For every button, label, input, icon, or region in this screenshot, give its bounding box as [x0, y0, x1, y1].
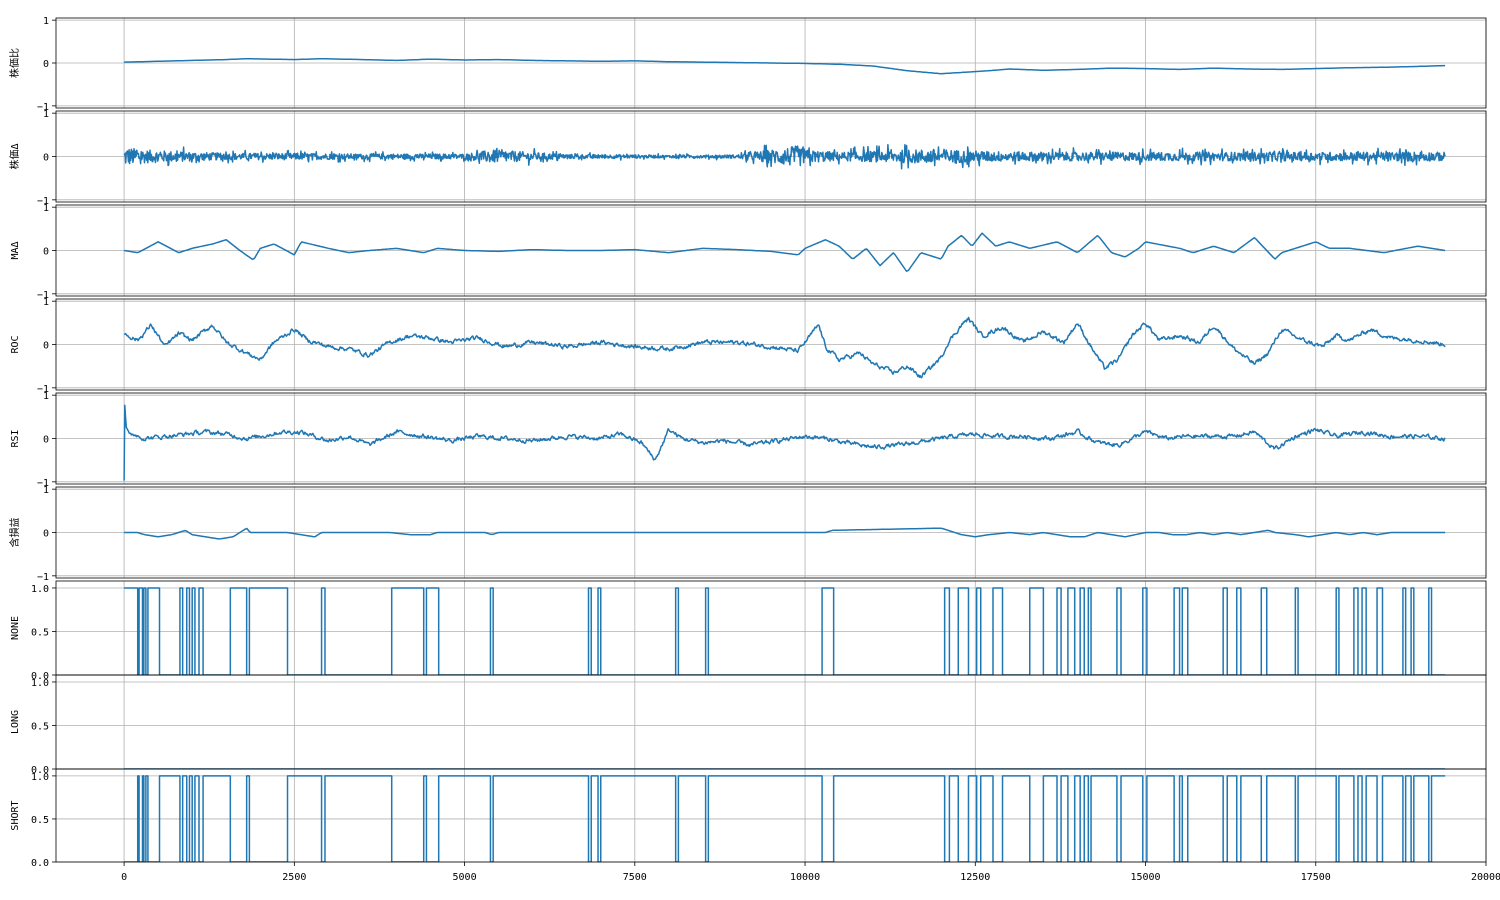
axes-frame	[55, 486, 1487, 579]
series-line-ROC	[124, 316, 1446, 379]
y-axis-label: 株価Δ	[8, 143, 21, 169]
x-tick-label: 12500	[960, 872, 990, 883]
y-tick-label: 1	[43, 203, 49, 214]
y-tick-label: 0.5	[31, 721, 49, 732]
y-axis-label: ROC	[10, 335, 21, 353]
y-tick-label: 0	[43, 435, 49, 446]
y-tick-label: 1.0	[31, 772, 49, 783]
axes-frame	[55, 110, 1487, 203]
y-tick-label: 0	[43, 247, 49, 258]
subplot-NONE: 0.0 0.5 1.0 NONE	[10, 580, 1487, 682]
y-tick-label: 1	[43, 109, 49, 120]
y-tick-label: −1	[37, 572, 49, 583]
subplot-株価Δ: −1 0 1 株価Δ	[8, 109, 1487, 207]
x-tick-label: 0	[121, 872, 127, 883]
series-line-株価比	[124, 57, 1446, 75]
y-axis-label: MAΔ	[10, 241, 21, 259]
axes-frame	[55, 674, 1487, 770]
y-tick-label: 0.0	[31, 671, 49, 682]
y-tick-label: 1	[43, 297, 49, 308]
subplot-RSI: −1 0 1 RSI	[10, 391, 1487, 489]
y-axis-label: LONG	[10, 710, 21, 734]
y-tick-label: −1	[37, 478, 49, 489]
axes-frame	[55, 392, 1487, 485]
x-tick-label: 7500	[623, 872, 647, 883]
y-tick-label: −1	[37, 196, 49, 207]
y-tick-label: −1	[37, 384, 49, 395]
series-line-株価Δ	[123, 143, 1446, 170]
series-line-MAΔ	[123, 232, 1446, 272]
x-tick-label: 2500	[282, 872, 306, 883]
y-axis-label: NONE	[10, 616, 21, 640]
y-tick-label: 1.0	[31, 584, 49, 595]
y-tick-label: −1	[37, 290, 49, 301]
subplot-含損益: −1 0 1 含損益	[8, 485, 1487, 583]
y-tick-label: 0.0	[31, 765, 49, 776]
series-line-RSI	[123, 404, 1446, 481]
axes-frame	[55, 298, 1487, 391]
y-tick-label: 0	[43, 341, 49, 352]
y-axis-label: SHORT	[10, 800, 21, 830]
series-line-含損益	[124, 527, 1446, 540]
series-line-SHORT	[124, 775, 1446, 862]
subplot-株価比: −1 0 1 株価比	[8, 16, 1487, 113]
y-tick-label: 0	[43, 529, 49, 540]
subplot-ROC: −1 0 1 ROC	[10, 297, 1487, 395]
axes-frame	[55, 580, 1487, 676]
y-tick-label: 0.0	[31, 858, 49, 869]
subplot-MAΔ: −1 0 1 MAΔ	[10, 203, 1487, 301]
x-tick-label: 10000	[790, 872, 820, 883]
series-line-NONE	[124, 587, 1446, 675]
y-tick-label: 0.5	[31, 815, 49, 826]
y-tick-label: 1	[43, 16, 49, 27]
axes-frame	[55, 17, 1487, 109]
subplot-LONG: 0.0 0.5 1.0 LONG	[10, 674, 1487, 776]
x-tick-label: 15000	[1130, 872, 1160, 883]
axes-frame	[55, 768, 1487, 863]
axes-frame	[55, 204, 1487, 297]
y-tick-label: 0.5	[31, 627, 49, 638]
subplot-SHORT: 0.0 0.5 1.0 SHORT	[10, 768, 1487, 869]
y-tick-label: 1.0	[31, 678, 49, 689]
y-tick-label: 0	[43, 59, 49, 70]
y-axis-label: RSI	[10, 429, 21, 447]
x-tick-label: 20000	[1471, 872, 1500, 883]
x-tick-label: 17500	[1301, 872, 1331, 883]
y-axis-label: 含損益	[8, 518, 21, 548]
y-tick-label: 1	[43, 485, 49, 496]
y-tick-label: 0	[43, 153, 49, 164]
y-tick-label: 1	[43, 391, 49, 402]
y-tick-label: −1	[37, 102, 49, 113]
x-tick-label: 5000	[453, 872, 477, 883]
y-axis-label: 株価比	[8, 48, 21, 78]
